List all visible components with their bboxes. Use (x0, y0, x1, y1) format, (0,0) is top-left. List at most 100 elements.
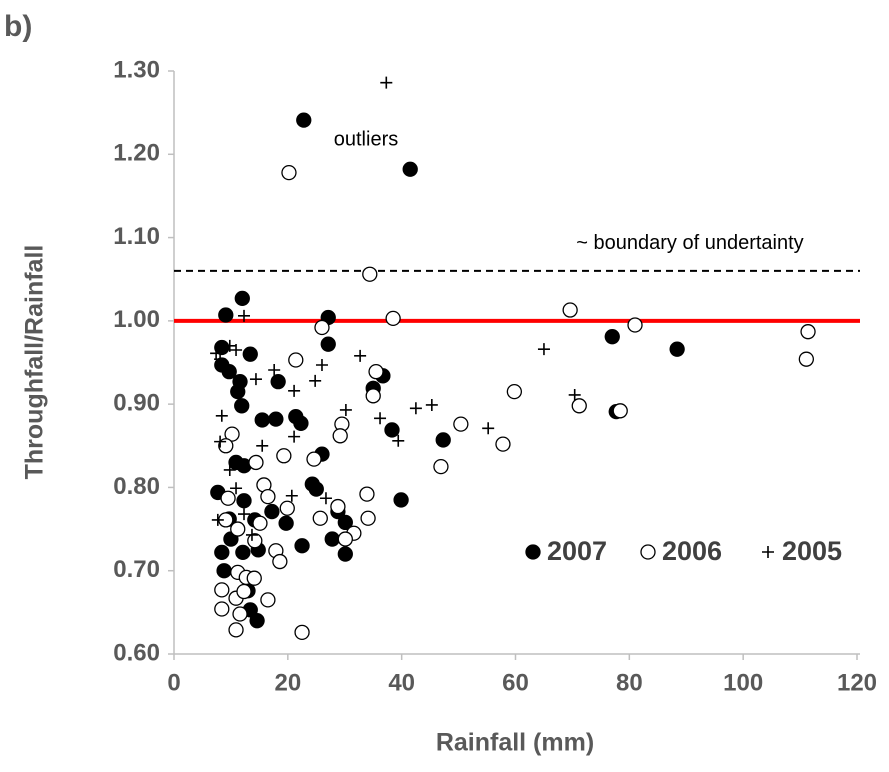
data-point (409, 402, 422, 415)
data-point (537, 343, 550, 356)
data-point (288, 430, 301, 443)
data-point (337, 546, 353, 562)
y-tick-label: 1.00 (113, 306, 160, 333)
data-point (354, 349, 367, 362)
data-point (214, 435, 227, 448)
data-point (332, 428, 348, 444)
data-point (234, 398, 250, 414)
data-point (223, 339, 236, 352)
legend-label: 2005 (782, 536, 842, 566)
data-point (276, 448, 292, 464)
x-tick-label: 60 (502, 669, 529, 696)
data-point (612, 403, 628, 419)
data-point (330, 498, 346, 515)
data-point (214, 339, 230, 356)
data-point (224, 426, 240, 442)
data-point (254, 412, 270, 428)
y-tick-label: 0.90 (113, 389, 160, 416)
data-point (242, 346, 258, 362)
annotation: outliers (334, 128, 398, 150)
data-point (214, 544, 230, 561)
x-axis-title: Rainfall (mm) (436, 729, 594, 757)
data-point (293, 415, 309, 431)
panel-label: b) (4, 10, 32, 43)
y-axis-title: Throughfall/Rainfall (21, 245, 49, 480)
data-point (562, 302, 578, 318)
data-point (294, 538, 310, 554)
data-point (362, 266, 378, 282)
data-point (320, 336, 336, 352)
data-point (308, 481, 324, 497)
data-point (368, 364, 384, 380)
data-point (232, 606, 248, 622)
data-point (230, 521, 246, 537)
data-point (260, 592, 276, 608)
data-point (211, 513, 224, 526)
data-point (238, 309, 251, 322)
data-point (296, 112, 312, 128)
data-point (221, 364, 237, 380)
legend-marker (640, 544, 656, 560)
y-tick-label: 1.20 (113, 140, 160, 167)
data-point (216, 563, 232, 579)
y-tick-label: 0.80 (113, 473, 160, 500)
data-point (238, 508, 251, 521)
data-point (402, 161, 418, 177)
data-point (380, 76, 393, 89)
x-tick-label: 40 (388, 669, 415, 696)
reference-label: ~ boundary of undertainty (576, 232, 803, 254)
data-point (214, 353, 227, 366)
data-point (245, 528, 258, 541)
legend-marker (525, 544, 541, 560)
data-point (309, 374, 322, 387)
data-point (230, 344, 243, 357)
data-point (324, 531, 340, 547)
data-point (337, 514, 353, 531)
data-point (214, 582, 230, 598)
data-point (264, 503, 280, 520)
data-point (234, 290, 250, 307)
data-point (256, 439, 269, 452)
data-point (360, 510, 376, 526)
y-tick-label: 1.10 (113, 223, 160, 250)
data-point (433, 458, 449, 475)
data-point (218, 307, 234, 323)
data-point (236, 493, 252, 509)
data-point (315, 358, 328, 371)
data-point (268, 363, 281, 376)
legend-label: 2007 (547, 536, 607, 566)
data-point (268, 411, 284, 427)
data-point (669, 341, 685, 357)
x-tick-label: 0 (167, 669, 180, 696)
data-point (270, 374, 286, 390)
data-point (230, 383, 246, 400)
data-point (230, 482, 243, 495)
data-point (392, 434, 405, 447)
y-tick-label: 0.70 (113, 556, 160, 583)
data-point (252, 515, 268, 531)
data-point (604, 329, 620, 345)
data-point (247, 533, 263, 549)
data-point (359, 486, 375, 502)
data-point (435, 432, 451, 448)
data-point (384, 422, 400, 438)
data-point (220, 490, 236, 506)
data-point (294, 624, 310, 640)
data-point (285, 489, 298, 502)
data-point (223, 463, 236, 476)
data-point (800, 324, 816, 340)
data-point (246, 570, 262, 586)
data-point (337, 531, 353, 547)
data-point (281, 164, 297, 181)
data-point (249, 373, 262, 386)
data-point (288, 384, 301, 397)
data-point (214, 601, 230, 617)
legend-marker (762, 546, 774, 558)
data-point (374, 412, 387, 425)
data-point (385, 310, 401, 327)
data-point (248, 454, 264, 471)
data-point (393, 492, 409, 508)
data-point (249, 613, 265, 629)
data-point (339, 403, 352, 416)
